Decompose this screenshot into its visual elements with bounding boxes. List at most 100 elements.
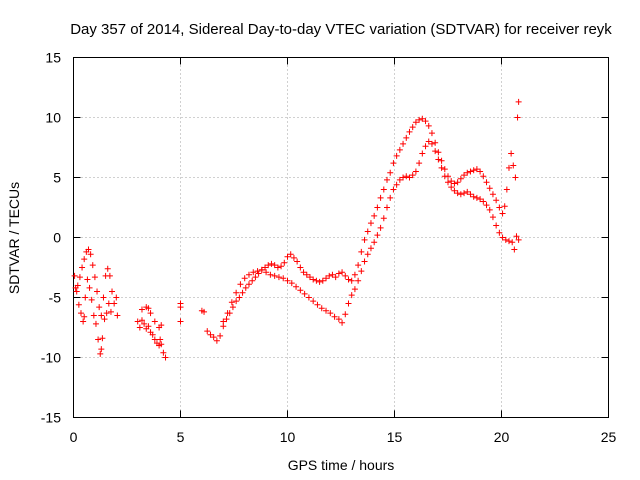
data-point — [390, 186, 397, 193]
data-point — [229, 304, 236, 311]
data-point — [310, 276, 317, 283]
data-point — [512, 174, 519, 181]
data-point — [457, 175, 464, 182]
data-point — [73, 288, 80, 295]
data-point — [241, 275, 248, 282]
data-points — [71, 98, 522, 361]
data-point — [280, 275, 287, 282]
data-point — [361, 258, 368, 265]
data-point — [358, 268, 365, 275]
data-point — [358, 248, 365, 255]
y-tick-label: 5 — [53, 170, 61, 186]
data-point — [515, 236, 522, 243]
data-point — [496, 229, 503, 236]
data-point — [403, 134, 410, 141]
data-point — [98, 346, 105, 353]
data-point — [438, 164, 445, 171]
data-point — [493, 197, 500, 204]
data-point — [348, 277, 355, 284]
data-point — [355, 277, 362, 284]
data-point — [288, 280, 295, 287]
data-point — [367, 245, 374, 252]
data-point — [351, 286, 358, 293]
data-point — [505, 238, 512, 245]
data-point — [92, 320, 99, 327]
data-point — [326, 272, 333, 279]
data-point — [157, 336, 164, 343]
y-tick-label: 0 — [53, 230, 61, 246]
data-point — [509, 239, 516, 246]
data-point — [499, 210, 506, 217]
y-tick-label: 10 — [45, 110, 61, 126]
data-point — [103, 310, 110, 317]
data-point — [387, 194, 394, 201]
data-point — [294, 258, 301, 265]
data-point — [305, 294, 312, 301]
data-point — [467, 168, 474, 175]
data-point — [104, 265, 111, 272]
data-point — [258, 266, 265, 273]
data-point — [432, 139, 439, 146]
data-point — [451, 180, 458, 187]
data-point — [441, 166, 448, 173]
data-point — [364, 251, 371, 258]
data-point — [377, 194, 384, 201]
data-point — [77, 310, 84, 317]
data-point — [339, 319, 346, 326]
data-point — [374, 232, 381, 239]
data-point — [473, 166, 480, 173]
data-point — [464, 169, 471, 176]
data-point — [271, 272, 278, 279]
data-point — [271, 262, 278, 269]
data-point — [213, 337, 220, 344]
data-point — [486, 185, 493, 192]
data-point — [416, 160, 423, 167]
data-point — [396, 176, 403, 183]
data-point — [145, 323, 152, 330]
data-point — [428, 130, 435, 137]
data-point — [425, 122, 432, 129]
data-point — [100, 294, 107, 301]
data-point — [467, 191, 474, 198]
data-point — [422, 143, 429, 150]
data-point — [403, 173, 410, 180]
data-point — [393, 152, 400, 159]
data-point — [217, 332, 224, 339]
x-axis-label: GPS time / hours — [288, 457, 395, 473]
y-tick-label: -5 — [49, 290, 62, 306]
y-axis-label: SDTVAR / TECUs — [6, 182, 22, 294]
data-point — [96, 304, 103, 311]
data-point — [228, 299, 235, 306]
data-point — [342, 311, 349, 318]
y-tick-label: -15 — [41, 410, 61, 426]
data-point — [387, 169, 394, 176]
data-point — [236, 294, 243, 301]
axis-ticks — [73, 57, 609, 418]
y-tick-label: 15 — [45, 50, 61, 66]
data-point — [489, 191, 496, 198]
data-point — [461, 172, 468, 179]
data-point — [412, 119, 419, 126]
data-point — [293, 283, 300, 290]
data-point — [327, 310, 334, 317]
data-point — [483, 179, 490, 186]
data-point — [114, 312, 121, 319]
data-point — [514, 114, 521, 121]
data-point — [106, 272, 113, 279]
data-point — [331, 313, 338, 320]
data-point — [493, 222, 500, 229]
data-point — [480, 198, 487, 205]
data-point — [91, 274, 98, 281]
x-tick-label: 0 — [70, 429, 78, 445]
data-point — [380, 186, 387, 193]
y-tick-label: -10 — [41, 350, 61, 366]
data-point — [237, 281, 244, 288]
data-point — [138, 317, 145, 324]
data-point — [160, 349, 167, 356]
data-point — [268, 260, 275, 267]
data-point — [477, 168, 484, 175]
data-point — [267, 271, 274, 278]
data-point — [111, 300, 118, 307]
data-point — [254, 268, 261, 275]
data-point — [94, 288, 101, 295]
